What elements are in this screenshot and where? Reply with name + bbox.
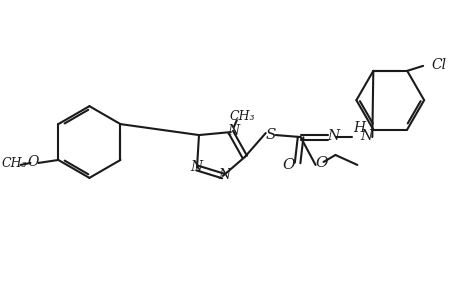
Text: O: O bbox=[314, 156, 327, 170]
Text: Cl: Cl bbox=[430, 58, 445, 72]
Text: N: N bbox=[359, 129, 372, 143]
Text: N: N bbox=[218, 168, 230, 182]
Text: CH₃: CH₃ bbox=[2, 158, 27, 170]
Text: N: N bbox=[327, 129, 339, 143]
Text: CH₃: CH₃ bbox=[229, 110, 254, 123]
Text: N: N bbox=[226, 124, 238, 138]
Text: O: O bbox=[282, 158, 294, 172]
Text: O: O bbox=[28, 155, 39, 169]
Text: S: S bbox=[265, 128, 275, 142]
Text: N: N bbox=[190, 160, 202, 174]
Text: H: H bbox=[353, 121, 364, 135]
